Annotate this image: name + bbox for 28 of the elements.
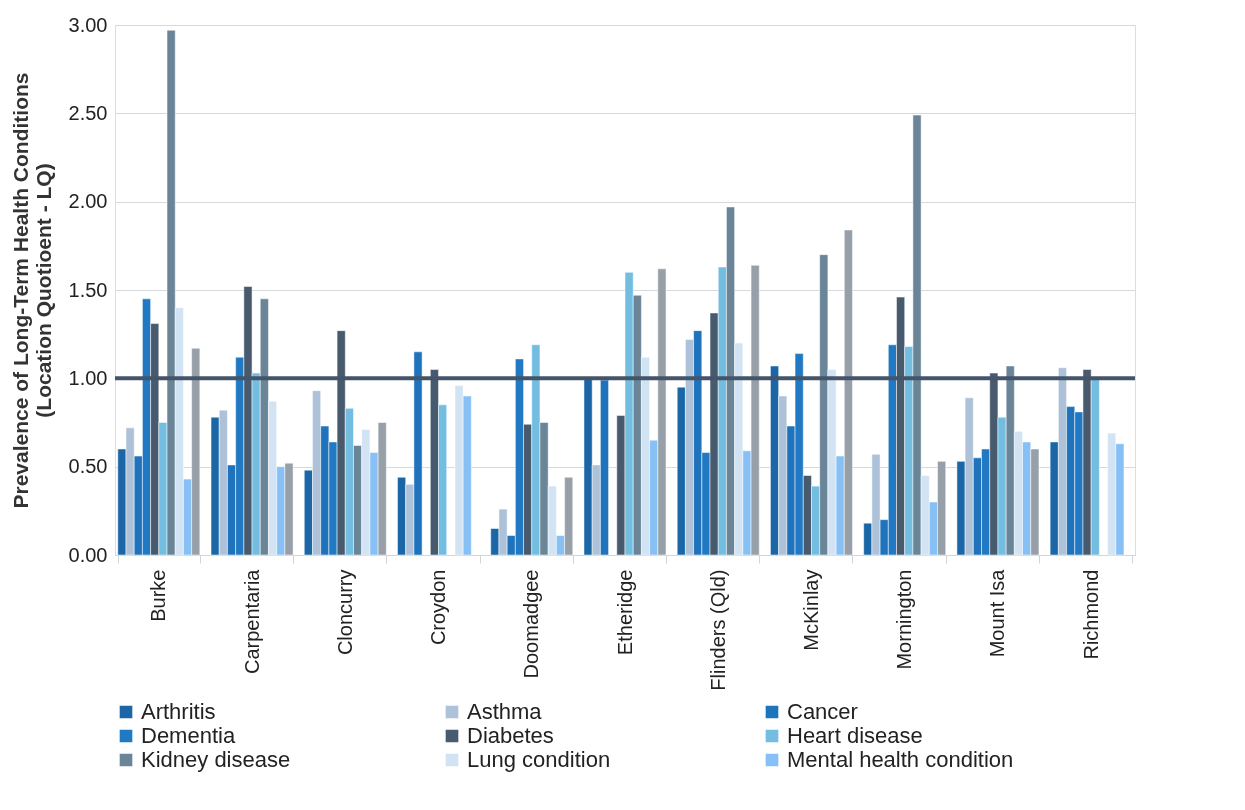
legend-label: Asthma: [467, 699, 543, 724]
x-tick-label: Cloncurry: [333, 569, 356, 656]
legend-label: Cancer: [787, 699, 858, 724]
legend-label: Lung condition: [467, 747, 611, 772]
legend-label: Dementia: [141, 723, 236, 748]
y-tick-label: 1.50: [68, 278, 108, 301]
x-tick-label: Flinders (Qld): [706, 569, 729, 691]
legend-label: Diabetes: [467, 723, 554, 748]
x-tick-label: Croydon: [427, 569, 450, 646]
x-tick-label: Richmond: [1079, 569, 1102, 660]
y-axis-title: Prevalence of Long-Term Health Conditions (Location Quotioent - LQ): [8, 72, 55, 509]
y-tick-label: 0.00: [68, 543, 108, 566]
y-tick-label: 2.50: [68, 101, 108, 124]
y-tick-label: 3.00: [68, 13, 108, 36]
legend-label: Arthritis: [141, 699, 216, 724]
x-tick-label: Etheridge: [613, 569, 636, 656]
y-tick-label: 1.00: [68, 366, 108, 389]
y-tick-label: 0.50: [68, 455, 108, 478]
legend-label: Heart disease: [787, 723, 923, 748]
x-tick-label: Mornington: [893, 569, 916, 670]
legend-label: Kidney disease: [141, 747, 291, 772]
x-tick-label: Burke: [147, 569, 170, 622]
x-tick-label: Carpentaria: [240, 568, 263, 675]
x-tick-label: Mount Isa: [986, 568, 1009, 658]
x-tick-label: McKinlay: [799, 569, 822, 651]
legend-label: Mental health condition: [787, 747, 1014, 772]
y-tick-label: 2.00: [68, 190, 108, 213]
x-tick-label: Doomadgee: [520, 569, 543, 679]
